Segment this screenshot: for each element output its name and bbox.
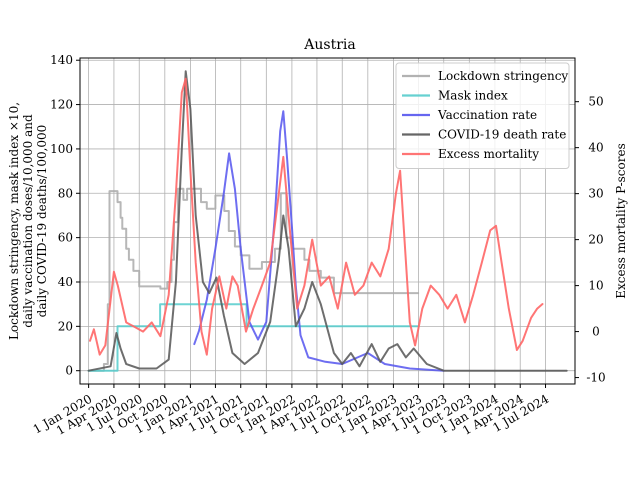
y-tick-label-left: 0 xyxy=(65,364,73,378)
y-tick-label-left: 20 xyxy=(58,319,73,333)
series-line-1 xyxy=(87,303,420,372)
series-line-4 xyxy=(89,77,544,356)
y-tick-label-left: 60 xyxy=(58,231,73,245)
y-tick-label-right: 30 xyxy=(588,187,603,201)
y-tick-label-left: 120 xyxy=(50,98,73,112)
legend-label-1: Mask index xyxy=(438,89,508,103)
y-axis-label-left-line: Lockdown stringency, mask index ×10, xyxy=(7,102,21,340)
legend-box xyxy=(395,62,570,169)
y-tick-label-left: 40 xyxy=(58,275,73,289)
legend-label-4: Excess mortality xyxy=(438,147,539,161)
y-tick-label-right: 50 xyxy=(588,95,603,109)
y-tick-label-right: 40 xyxy=(588,141,603,155)
series-line-3 xyxy=(87,70,568,372)
y-tick-label-right: 20 xyxy=(588,233,603,247)
y-tick-label-left: 140 xyxy=(50,53,73,67)
y-tick-label-right: 0 xyxy=(592,325,600,339)
y-tick-label-left: 80 xyxy=(58,186,73,200)
y-tick-label-right: -10 xyxy=(586,371,605,385)
y-axis-label-left: Lockdown stringency, mask index ×10, dail… xyxy=(7,102,49,340)
y-axis-label-left-line: daily COVID-19 deaths/100,000 xyxy=(35,125,49,318)
legend-label-0: Lockdown stringency xyxy=(438,69,568,83)
legend: Lockdown stringency Mask index Vaccination… xyxy=(395,62,570,169)
series-line-0 xyxy=(87,187,420,372)
y-tick-label-right: 10 xyxy=(588,279,603,293)
y-tick-label-left: 100 xyxy=(50,142,73,156)
plot-lines xyxy=(87,70,568,372)
chart-title: Austria xyxy=(303,37,355,53)
y-axis-label-right: Excess mortality P-scores xyxy=(614,143,628,298)
legend-label-3: COVID-19 death rate xyxy=(438,128,566,142)
y-axis-label-left-line: daily vaccination doses/10,000 and xyxy=(21,114,35,328)
legend-label-2: Vaccination rate xyxy=(437,108,537,122)
plot-frame xyxy=(79,57,576,385)
